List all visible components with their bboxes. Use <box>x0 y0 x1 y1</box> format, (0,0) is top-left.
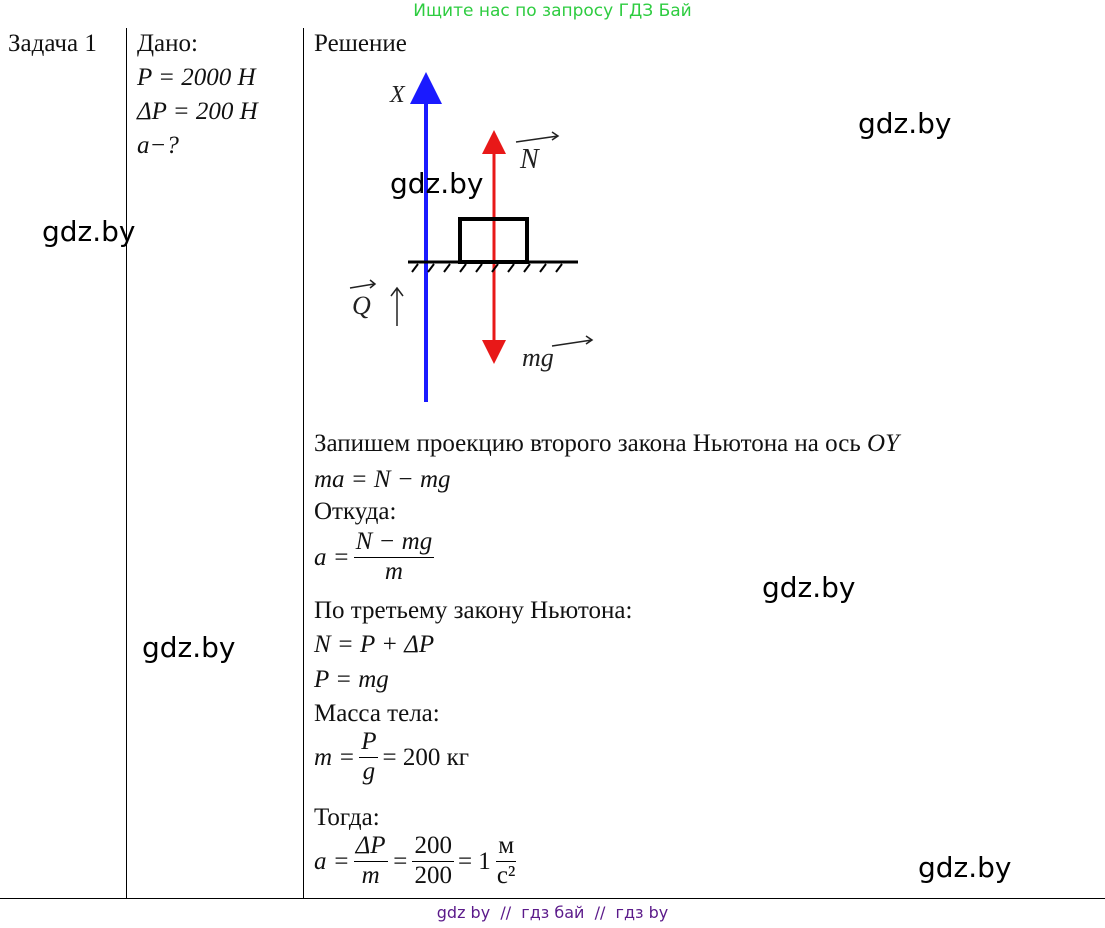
denominator: 200 <box>414 861 452 889</box>
unit-denominator: с² <box>496 861 516 889</box>
banner: Ищите нас по запросу ГДЗ Бай <box>413 1 692 21</box>
equation: a = ΔP m = 200 200 = 1 м с² <box>314 832 521 891</box>
task-label: Задача 1 <box>8 30 97 57</box>
denominator: g <box>362 757 376 785</box>
watermark: gdz.by <box>142 631 236 664</box>
column-divider <box>126 28 127 899</box>
equation: a = N − mg m <box>314 528 438 587</box>
watermark: gdz.by <box>918 851 1012 884</box>
step1: Запишем проекцию второго закона Ньютона … <box>314 430 861 457</box>
given-p: P = 2000 Н <box>137 64 256 91</box>
text-line: Тогда: <box>314 804 380 831</box>
footer: gdz by // гдз бай // гдз by <box>436 903 669 922</box>
text-line: Откуда: <box>314 498 397 525</box>
lhs: a = <box>314 543 350 571</box>
denominator: m <box>384 557 403 585</box>
step-text: Запишем проекцию второго закона Ньютона … <box>314 431 899 456</box>
rhs: = 200 кг <box>382 743 469 771</box>
numerator: 200 <box>412 832 454 862</box>
rhs: = 1 <box>457 847 491 875</box>
given-find: a−? <box>137 132 179 159</box>
lhs: a = <box>314 847 350 875</box>
force-diagram: X N Q mg <box>349 72 594 402</box>
given-dp: ΔP = 200 Н <box>137 98 258 125</box>
lhs: m = <box>314 743 356 771</box>
watermark: gdz.by <box>762 571 856 604</box>
label-q: Q <box>352 291 371 320</box>
text-line: По третьему закону Ньютона: <box>314 597 633 624</box>
equation: P = mg <box>314 666 389 693</box>
watermark: gdz.by <box>858 107 952 140</box>
label-n: N <box>519 144 540 175</box>
label-mg: mg <box>522 343 554 372</box>
text-line: Масса тела: <box>314 700 440 727</box>
watermark: gdz.by <box>390 167 484 200</box>
numerator: N − mg <box>353 528 435 558</box>
numerator: P <box>359 728 379 758</box>
column-divider <box>303 28 304 899</box>
denominator: m <box>361 861 380 889</box>
equation: ma = N − mg <box>314 466 451 493</box>
given-title: Дано: <box>137 30 198 57</box>
solution-title: Решение <box>314 30 407 57</box>
axis-label: X <box>389 82 406 108</box>
unit-numerator: м <box>496 832 517 862</box>
axis-name: OY <box>867 430 899 457</box>
watermark: gdz.by <box>42 215 136 248</box>
table-bottom <box>0 898 1105 899</box>
equation: N = P + ΔP <box>314 631 435 658</box>
numerator: ΔP <box>353 832 388 862</box>
equals: = <box>391 847 409 875</box>
ground-hatch <box>411 263 563 273</box>
